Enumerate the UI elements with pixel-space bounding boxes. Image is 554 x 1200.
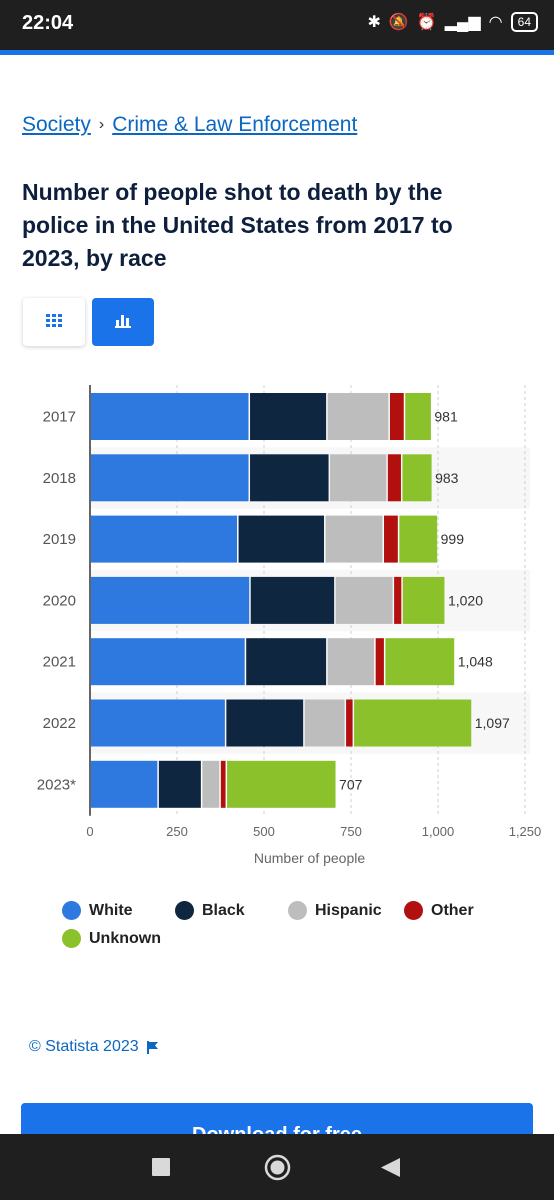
legend-item-black[interactable]: Black: [175, 901, 245, 920]
bar-segment-unknown[interactable]: [385, 638, 455, 686]
category-label: 2019: [43, 531, 76, 548]
legend-swatch: [404, 901, 423, 920]
bar-segment-other[interactable]: [389, 393, 404, 440]
grid-icon: [46, 314, 62, 327]
legend-label: White: [89, 901, 133, 919]
signal-icon: ▂▄▆: [444, 14, 481, 31]
bar-segment-unknown[interactable]: [402, 454, 432, 502]
x-tick-label: 750: [340, 824, 362, 839]
bar-segment-white[interactable]: [91, 393, 249, 440]
bar-total-label: 1,048: [458, 654, 493, 670]
table-view-button[interactable]: [23, 298, 85, 346]
category-label: 2022: [43, 715, 76, 732]
bar-segment-other[interactable]: [384, 515, 398, 563]
category-label: 2023*: [37, 776, 76, 793]
bar-segment-other[interactable]: [375, 638, 384, 686]
x-tick-label: 1,250: [509, 824, 542, 839]
copyright[interactable]: © Statista 2023: [29, 1038, 159, 1056]
breadcrumb-separator: ›: [98, 116, 105, 133]
mute-icon: 🔕: [388, 14, 409, 31]
legend-swatch: [175, 901, 194, 920]
bar-segment-hispanic[interactable]: [335, 576, 393, 624]
legend-item-other[interactable]: Other: [404, 901, 474, 920]
page-title: Number of people shot to death by the po…: [22, 179, 453, 271]
bar-segment-other[interactable]: [387, 454, 401, 502]
legend-swatch: [62, 929, 81, 948]
bar-segment-black[interactable]: [250, 393, 327, 440]
legend-label: Black: [202, 901, 245, 919]
category-label: 2017: [43, 409, 76, 426]
bar-segment-white[interactable]: [91, 454, 249, 502]
bar-segment-unknown[interactable]: [227, 760, 336, 808]
legend-item-hispanic[interactable]: Hispanic: [288, 901, 382, 920]
x-tick-label: 1,000: [422, 824, 455, 839]
bar-segment-white[interactable]: [91, 760, 158, 808]
flag-icon[interactable]: [146, 1040, 159, 1054]
bar-total-label: 983: [435, 470, 459, 486]
bar-total-label: 999: [441, 531, 465, 547]
x-axis-label: Number of people: [254, 850, 366, 866]
bar-chart-icon: [115, 315, 131, 328]
bar-segment-hispanic[interactable]: [304, 699, 345, 747]
legend-item-white[interactable]: White: [62, 901, 133, 920]
status-time: 22:04: [22, 12, 74, 34]
stacked-bar-chart: 0 250 500 750 1,000 1,250 Number of people 2017…: [37, 385, 542, 866]
wifi-icon: ◠: [488, 14, 503, 31]
bar-total-label: 1,097: [475, 715, 510, 731]
bar-segment-white[interactable]: [91, 515, 238, 563]
bar-segment-unknown[interactable]: [399, 515, 438, 563]
alarm-icon: ⏰: [416, 14, 437, 31]
category-label: 2021: [43, 654, 76, 671]
bar-segment-other[interactable]: [394, 576, 402, 624]
bar-segment-hispanic[interactable]: [330, 454, 387, 502]
battery-icon: 64: [510, 12, 538, 32]
legend-label: Other: [431, 901, 474, 919]
x-tick-label: 0: [86, 824, 93, 839]
bar-segment-black[interactable]: [226, 699, 304, 747]
legend-swatch: [62, 901, 81, 920]
x-tick-label: 250: [166, 824, 188, 839]
bar-segment-other[interactable]: [346, 699, 353, 747]
bar-segment-white[interactable]: [91, 576, 250, 624]
bar-segment-hispanic[interactable]: [325, 515, 383, 563]
bar-segment-hispanic[interactable]: [327, 638, 375, 686]
legend-label: Hispanic: [315, 901, 382, 919]
top-accent-line: [0, 50, 554, 55]
recents-icon[interactable]: [152, 1158, 170, 1176]
status-bar: 22:04 ✱ 🔕 ⏰ ▂▄▆ ◠ 64: [0, 0, 554, 50]
bar-segment-black[interactable]: [246, 638, 327, 686]
bar-segment-unknown[interactable]: [402, 576, 445, 624]
legend-swatch: [288, 901, 307, 920]
bar-segment-black[interactable]: [250, 454, 329, 502]
bar-segment-black[interactable]: [158, 760, 201, 808]
bar-total-label: 1,020: [448, 592, 483, 608]
status-icons: ✱ 🔕 ⏰ ▂▄▆ ◠ 64: [367, 12, 538, 32]
legend-item-unknown[interactable]: Unknown: [62, 929, 161, 948]
home-icon[interactable]: [264, 1154, 291, 1181]
bar-segment-hispanic[interactable]: [202, 760, 220, 808]
bar-segment-hispanic[interactable]: [327, 393, 389, 440]
bar-segment-unknown[interactable]: [354, 699, 472, 747]
bar-segment-other[interactable]: [220, 760, 226, 808]
bar-segment-white[interactable]: [91, 638, 245, 686]
copyright-text: © Statista 2023: [29, 1038, 139, 1055]
legend-label: Unknown: [89, 929, 161, 947]
bar-segment-black[interactable]: [250, 576, 335, 624]
x-tick-label: 500: [253, 824, 275, 839]
bluetooth-icon: ✱: [367, 14, 381, 31]
bar-total-label: 707: [339, 776, 363, 792]
breadcrumb-society[interactable]: Society: [22, 113, 91, 136]
breadcrumb-crime-law-enforcement[interactable]: Crime & Law Enforcement: [112, 113, 358, 136]
chart-view-button[interactable]: [92, 298, 154, 346]
bar-segment-black[interactable]: [238, 515, 325, 563]
android-nav-bar: [0, 1134, 554, 1200]
category-label: 2020: [43, 592, 76, 609]
bar-segment-unknown[interactable]: [405, 393, 431, 440]
category-label: 2018: [43, 470, 76, 487]
bar-segment-white[interactable]: [91, 699, 225, 747]
bar-total-label: 981: [434, 409, 458, 425]
breadcrumb: Society › Crime & Law Enforcement: [22, 113, 357, 137]
back-icon[interactable]: [381, 1158, 400, 1177]
